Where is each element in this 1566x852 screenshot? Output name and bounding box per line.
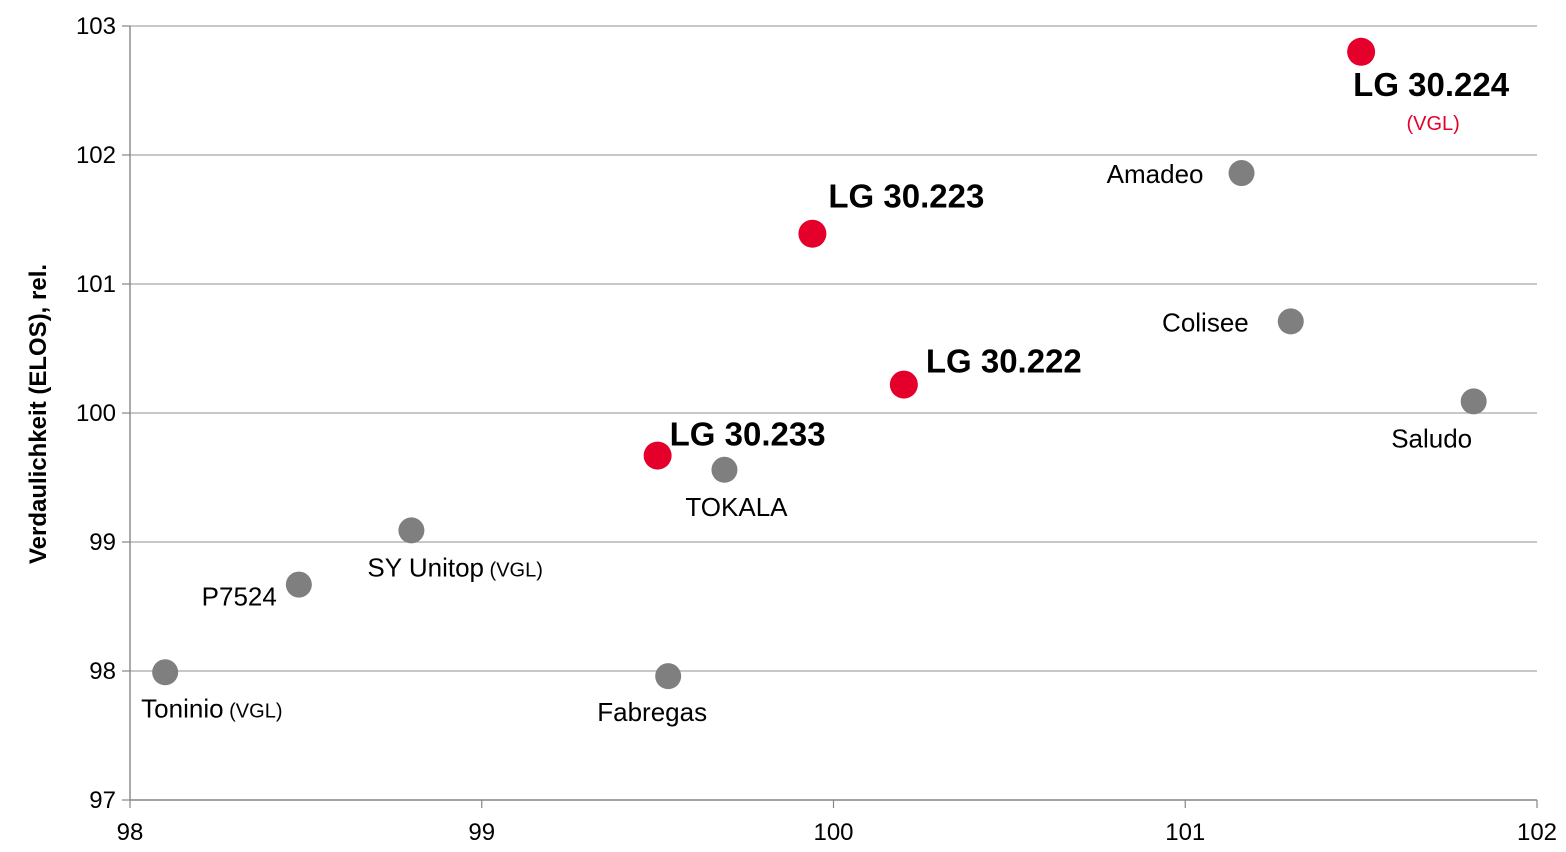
data-point-marker [285,571,312,598]
point-label-note: (VGL) [1406,113,1459,135]
y-tick-label: 100 [76,400,116,427]
point-label-name: LG 30.233 [670,416,826,453]
y-tick-label: 99 [89,529,116,556]
data-point-marker [398,517,425,544]
x-tick-label: 100 [813,819,853,846]
point-label-name: LG 30.223 [828,178,984,215]
point-label: Fabregas [597,697,707,727]
axes [122,25,1538,808]
grid-lines [130,25,1537,672]
x-tick-label: 98 [117,819,144,846]
data-point-marker [1228,160,1255,187]
y-tick-label: 103 [76,13,116,40]
data-point-marker [1277,308,1304,335]
point-label-note: (VGL) [484,559,543,581]
data-point-marker [655,663,682,690]
data-point-marker [1460,388,1487,415]
point-label: LG 30.233 [670,416,826,453]
point-label-name: Amadeo [1107,159,1204,189]
point-label: LG 30.223 [828,178,984,215]
point-label: LG 30.224 [1353,66,1510,103]
point-label: Amadeo [1107,159,1204,189]
y-axis-title: Verdaulichkeit (ELOS), rel. [25,264,52,564]
point-label: Toninio (VGL) [141,693,282,723]
point-label: P7524 [202,582,277,612]
data-point-marker [1347,37,1376,66]
data-point-marker [643,441,672,470]
point-label-name: Toninio [141,693,223,723]
data-point-marker [152,659,179,686]
point-label-name: P7524 [202,582,277,612]
y-tick-label: 102 [76,142,116,169]
point-labels: LG 30.224 (VGL) Amadeo LG 30.223 Colisee LG 3… [141,66,1510,727]
point-label-name: LG 30.224 [1353,66,1510,103]
point-label: SY Unitop (VGL) [367,552,543,582]
point-label-name: Saludo [1391,423,1472,453]
point-label: TOKALA [685,492,788,522]
x-tick-label: 102 [1517,819,1557,846]
point-label: Saludo [1391,423,1472,453]
point-label: LG 30.222 [926,343,1082,380]
x-tick-label: 99 [468,819,495,846]
x-tick-label: 101 [1165,819,1205,846]
data-points [152,37,1487,690]
y-tick-label: 97 [89,787,116,814]
point-label-name: Colisee [1162,307,1249,337]
point-label-name: Fabregas [597,697,707,727]
point-label-note: (VGL) [224,700,283,722]
point-label-name: TOKALA [685,492,788,522]
data-point-marker [889,370,918,399]
y-tick-label: 101 [76,271,116,298]
point-label-name: LG 30.222 [926,343,1082,380]
point-label: Colisee [1162,307,1249,337]
y-tick-label: 98 [89,658,116,685]
data-point-marker [711,456,738,483]
point-label-name: SY Unitop [367,552,484,582]
data-point-marker [798,219,827,248]
